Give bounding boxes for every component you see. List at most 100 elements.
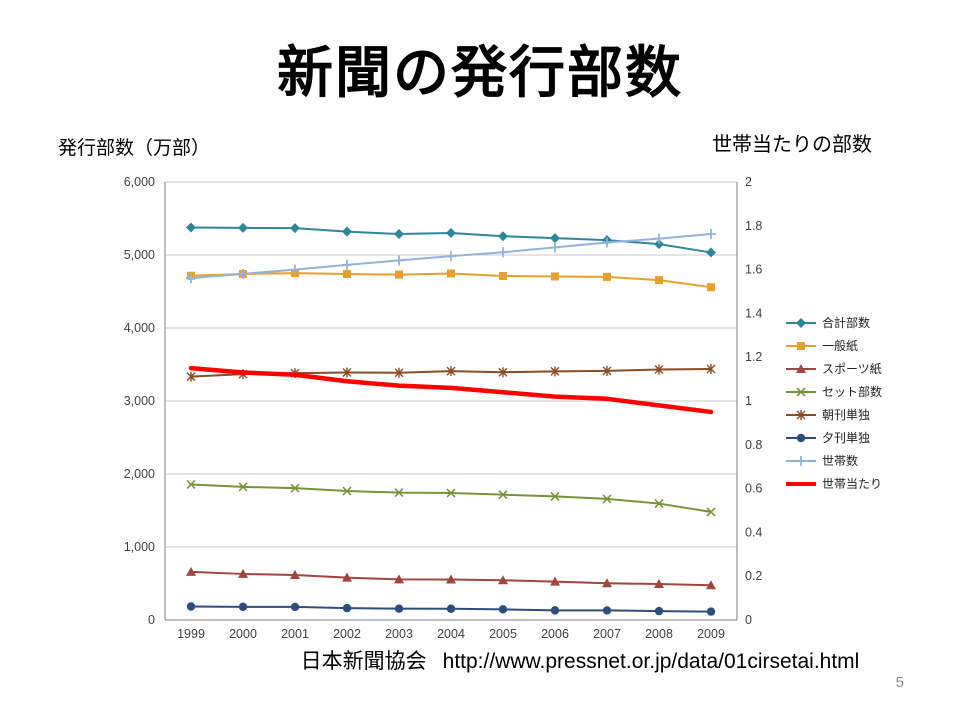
series-marker: [550, 606, 560, 615]
series-marker: [498, 367, 508, 378]
series-marker: [186, 602, 196, 611]
series-marker: [706, 507, 716, 517]
series-marker: [186, 371, 196, 382]
left-axis-tick-label: 5,000: [124, 248, 155, 262]
x-axis-tick-label: 2000: [229, 627, 257, 641]
series-marker: [602, 365, 612, 376]
right-axis-title: 世帯当たりの部数: [712, 134, 872, 156]
x-axis-tick-label: 2004: [437, 627, 465, 641]
series-marker: [290, 602, 300, 612]
series-marker: [290, 223, 300, 234]
legend-label: 世帯数: [822, 454, 859, 468]
series-marker: [550, 242, 560, 253]
left-axis-tick-label: 6,000: [124, 175, 155, 189]
series-marker: [394, 604, 404, 613]
series-marker: [342, 367, 352, 378]
series-marker: [602, 578, 612, 588]
series-marker: [290, 483, 300, 493]
left-axis-tick-label: 3,000: [124, 394, 155, 408]
series-marker: [499, 271, 507, 280]
series-marker: [797, 341, 805, 350]
series-marker: [707, 283, 715, 292]
series-marker: [706, 247, 716, 258]
right-axis-tick-label: 0.4: [745, 525, 762, 539]
source-caption: 日本新聞協会 http://www.pressnet.or.jp/data/01c…: [200, 645, 960, 675]
series-marker: [342, 259, 352, 270]
series-marker: [602, 606, 612, 615]
legend-label: 夕刊単独: [822, 431, 871, 445]
series-marker: [186, 222, 196, 233]
right-axis-tick-label: 0.2: [745, 569, 762, 583]
right-axis-tick-label: 0: [745, 613, 752, 627]
slide-title: 新聞の発行部数: [277, 41, 683, 104]
x-axis-tick-label: 2007: [593, 627, 621, 641]
right-axis-tick-label: 1.2: [745, 350, 762, 364]
series-line: [188, 365, 714, 415]
legend-key: [786, 317, 816, 328]
x-axis-tick-label: 1999: [177, 627, 205, 641]
series-marker: [394, 367, 404, 378]
series-marker: [706, 363, 716, 374]
series-marker: [551, 272, 559, 281]
legend-item: 一般紙: [785, 334, 882, 357]
x-axis-tick-label: 2002: [333, 627, 361, 641]
x-axis-tick-label: 2003: [385, 627, 413, 641]
series-marker: [446, 366, 456, 377]
series-marker: [342, 603, 352, 613]
series-marker: [654, 606, 664, 616]
series-marker: [654, 233, 664, 244]
series-marker: [238, 482, 248, 492]
series-marker: [498, 575, 508, 585]
series-marker: [654, 579, 664, 589]
series-marker: [796, 317, 806, 328]
series-marker: [342, 572, 352, 582]
right-axis-tick-label: 1.4: [745, 306, 762, 320]
series-marker: [706, 580, 716, 590]
x-axis-tick-label: 2006: [541, 627, 569, 641]
series-marker: [550, 366, 560, 377]
legend-label: 合計部数: [822, 316, 871, 330]
legend-label: セット部数: [822, 385, 883, 399]
series-marker: [186, 273, 196, 284]
series-marker: [796, 433, 806, 442]
series-marker: [446, 251, 456, 262]
right-axis-tick-label: 1.6: [745, 263, 762, 277]
series-marker: [394, 255, 404, 266]
series-marker: [447, 269, 455, 278]
legend-item: 世帯当たり: [785, 472, 882, 495]
legend-key: [786, 386, 816, 397]
series-marker: [550, 491, 560, 501]
series-marker: [446, 488, 456, 498]
legend-label: スポーツ紙: [822, 362, 882, 376]
legend-item: 世帯数: [785, 449, 882, 472]
right-axis-tick-label: 0.8: [745, 438, 762, 452]
series-marker: [550, 576, 560, 586]
left-axis-tick-label: 1,000: [124, 540, 155, 554]
right-axis-tick-label: 1: [745, 394, 752, 408]
legend-item: セット部数: [785, 380, 882, 403]
series-marker: [395, 270, 403, 279]
legend-key: [786, 455, 816, 466]
series-marker: [446, 227, 456, 238]
series-marker: [342, 486, 352, 496]
series-marker: [238, 222, 248, 233]
left-axis-tick-label: 0: [148, 613, 155, 627]
series-marker: [498, 231, 508, 242]
series-marker: [186, 566, 196, 576]
legend-label: 一般紙: [822, 339, 859, 353]
right-axis-tick-label: 1.8: [745, 219, 762, 233]
series-marker: [498, 247, 508, 258]
source-url: http://www.pressnet.or.jp/data/01cirseta…: [442, 650, 860, 673]
series-marker: [343, 270, 351, 279]
source-organization: 日本新聞協会: [300, 650, 427, 673]
series-marker: [796, 386, 806, 397]
left-axis-title: 発行部数（万部）: [58, 138, 211, 159]
legend-key: [786, 363, 816, 373]
series-marker: [603, 272, 611, 281]
series-marker: [238, 568, 248, 578]
legend-label: 朝刊単独: [822, 408, 871, 422]
series-marker: [796, 455, 806, 466]
left-axis-tick-label: 2,000: [124, 467, 155, 481]
right-axis-tick-label: 0.6: [745, 482, 762, 496]
